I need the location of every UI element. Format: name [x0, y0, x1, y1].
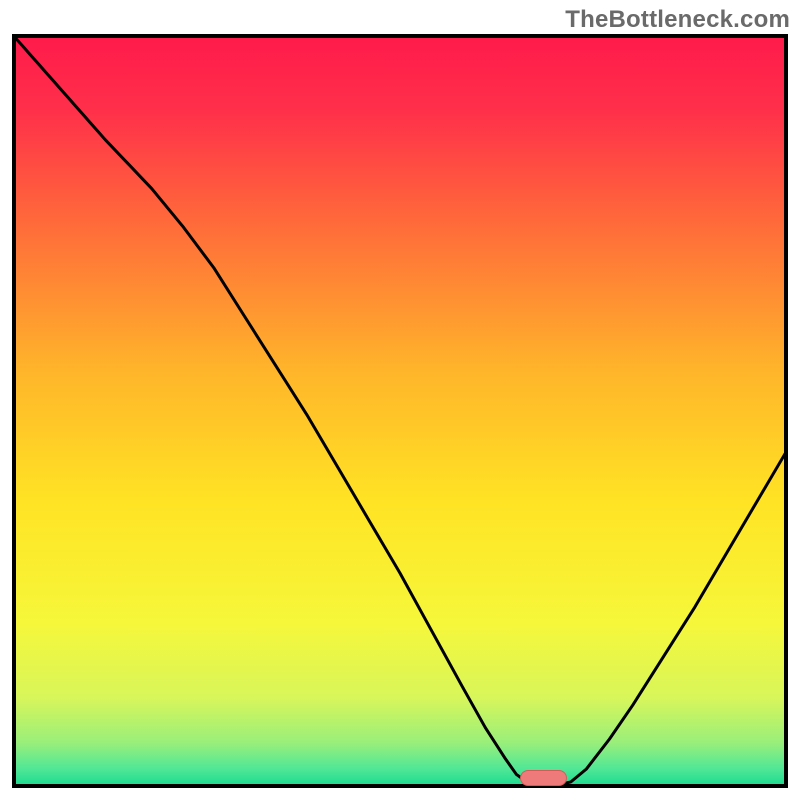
watermark-text: TheBottleneck.com — [565, 6, 790, 34]
plot-area — [12, 34, 788, 788]
plot-frame — [14, 36, 786, 786]
optimal-point-marker — [520, 770, 567, 787]
chart-container: TheBottleneck.com — [0, 0, 800, 800]
bottleneck-curve — [12, 34, 788, 786]
plot-overlay-svg — [12, 34, 788, 788]
